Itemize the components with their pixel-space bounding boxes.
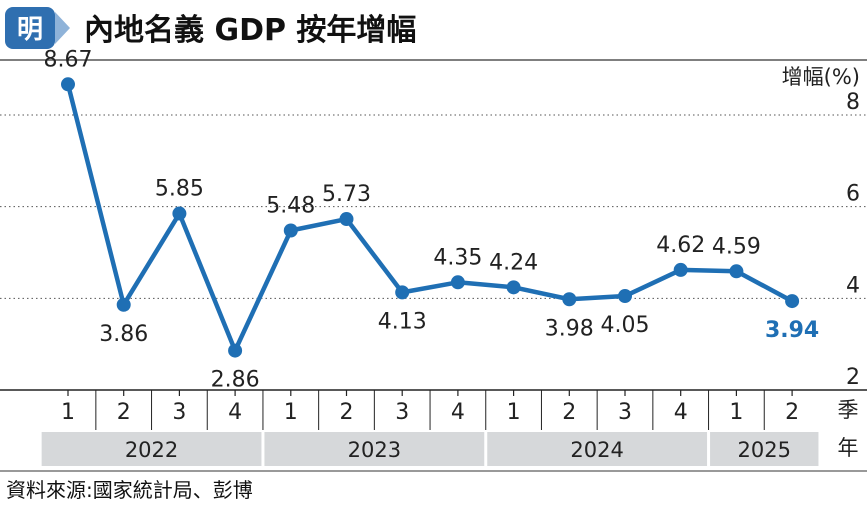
data-point: [673, 262, 688, 277]
data-label: 8.67: [44, 47, 93, 72]
data-label: 4.35: [433, 245, 482, 270]
data-point: [395, 285, 410, 300]
x-tick-label: 2: [785, 400, 799, 425]
y-tick-layer: 2 4 6 8: [846, 90, 860, 390]
data-point: [339, 212, 354, 227]
data-point: [450, 275, 465, 290]
data-label-layer: 8.67 3.86 5.85 2.86 5.48 5.73 4.13 4.35 4.24 3.98…: [44, 47, 820, 392]
data-point: [172, 206, 187, 221]
x-tick-label: 1: [61, 400, 75, 425]
data-label: 5.73: [322, 182, 371, 207]
x-tick-label: 1: [729, 400, 743, 425]
data-point: [116, 297, 131, 312]
point-layer: [61, 77, 800, 358]
data-label: 4.13: [378, 309, 427, 334]
data-label: 4.59: [712, 234, 761, 259]
data-label: 5.48: [266, 194, 315, 219]
chart-header: 明 內地名義 GDP 按年增幅: [5, 7, 416, 49]
data-point: [61, 77, 75, 92]
data-label: 3.94: [765, 318, 819, 343]
logo-badge: [5, 7, 55, 49]
x-tick-label: 4: [674, 400, 688, 425]
x-tick-label: 1: [507, 400, 521, 425]
data-point: [562, 292, 577, 307]
x-tick-label: 2: [117, 400, 131, 425]
x-tick-label: 4: [228, 400, 242, 425]
x-tick-label: 4: [451, 400, 465, 425]
y-tick-label: 6: [846, 182, 860, 207]
logo-text: 明: [17, 15, 43, 45]
data-label: 4.05: [601, 313, 650, 338]
data-label: 4.24: [489, 250, 538, 275]
data-point: [506, 280, 521, 295]
year-label: 2022: [125, 438, 178, 462]
y-tick-label: 8: [846, 90, 860, 115]
data-point: [785, 294, 800, 309]
data-label: 3.86: [99, 322, 148, 347]
x-axis-year-label: 年: [838, 436, 859, 460]
data-point: [729, 264, 744, 279]
data-point: [283, 223, 298, 238]
source-note: 資料來源:國家統計局、彭博: [6, 478, 253, 502]
data-point: [228, 343, 243, 358]
x-tick-label: 3: [172, 400, 186, 425]
grid-layer: [0, 114, 867, 299]
year-band: [41, 432, 262, 466]
data-label: 2.86: [211, 368, 260, 393]
logo-arrow: [55, 12, 70, 44]
data-label: 3.98: [545, 316, 594, 341]
year-band: [710, 432, 819, 466]
x-axis-quarter-label: 季: [838, 398, 859, 422]
x-tick-label: 2: [562, 400, 576, 425]
year-label: 2023: [348, 438, 401, 462]
x-axis-layer: 1 2 3 4 1 2 3 4 1 2 3 4 1 2 2022 2023 2024 2025: [41, 390, 819, 466]
line-layer: [65, 83, 794, 353]
series-line: [65, 83, 794, 353]
data-label: 5.85: [155, 177, 204, 202]
x-tick-label: 3: [618, 400, 632, 425]
x-tick-label: 3: [395, 400, 409, 425]
year-label: 2025: [738, 438, 791, 462]
y-tick-label: 4: [846, 273, 860, 298]
y-tick-label: 2: [846, 365, 860, 390]
year-label: 2024: [570, 438, 623, 462]
data-label: 4.62: [656, 233, 705, 258]
x-tick-label: 1: [284, 400, 298, 425]
y-axis-label: 增幅(%): [782, 65, 860, 89]
x-tick-label: 2: [340, 400, 354, 425]
year-band: [264, 432, 485, 466]
data-point: [618, 289, 632, 304]
chart-title: 內地名義 GDP 按年增幅: [84, 13, 416, 48]
year-band: [487, 432, 708, 466]
